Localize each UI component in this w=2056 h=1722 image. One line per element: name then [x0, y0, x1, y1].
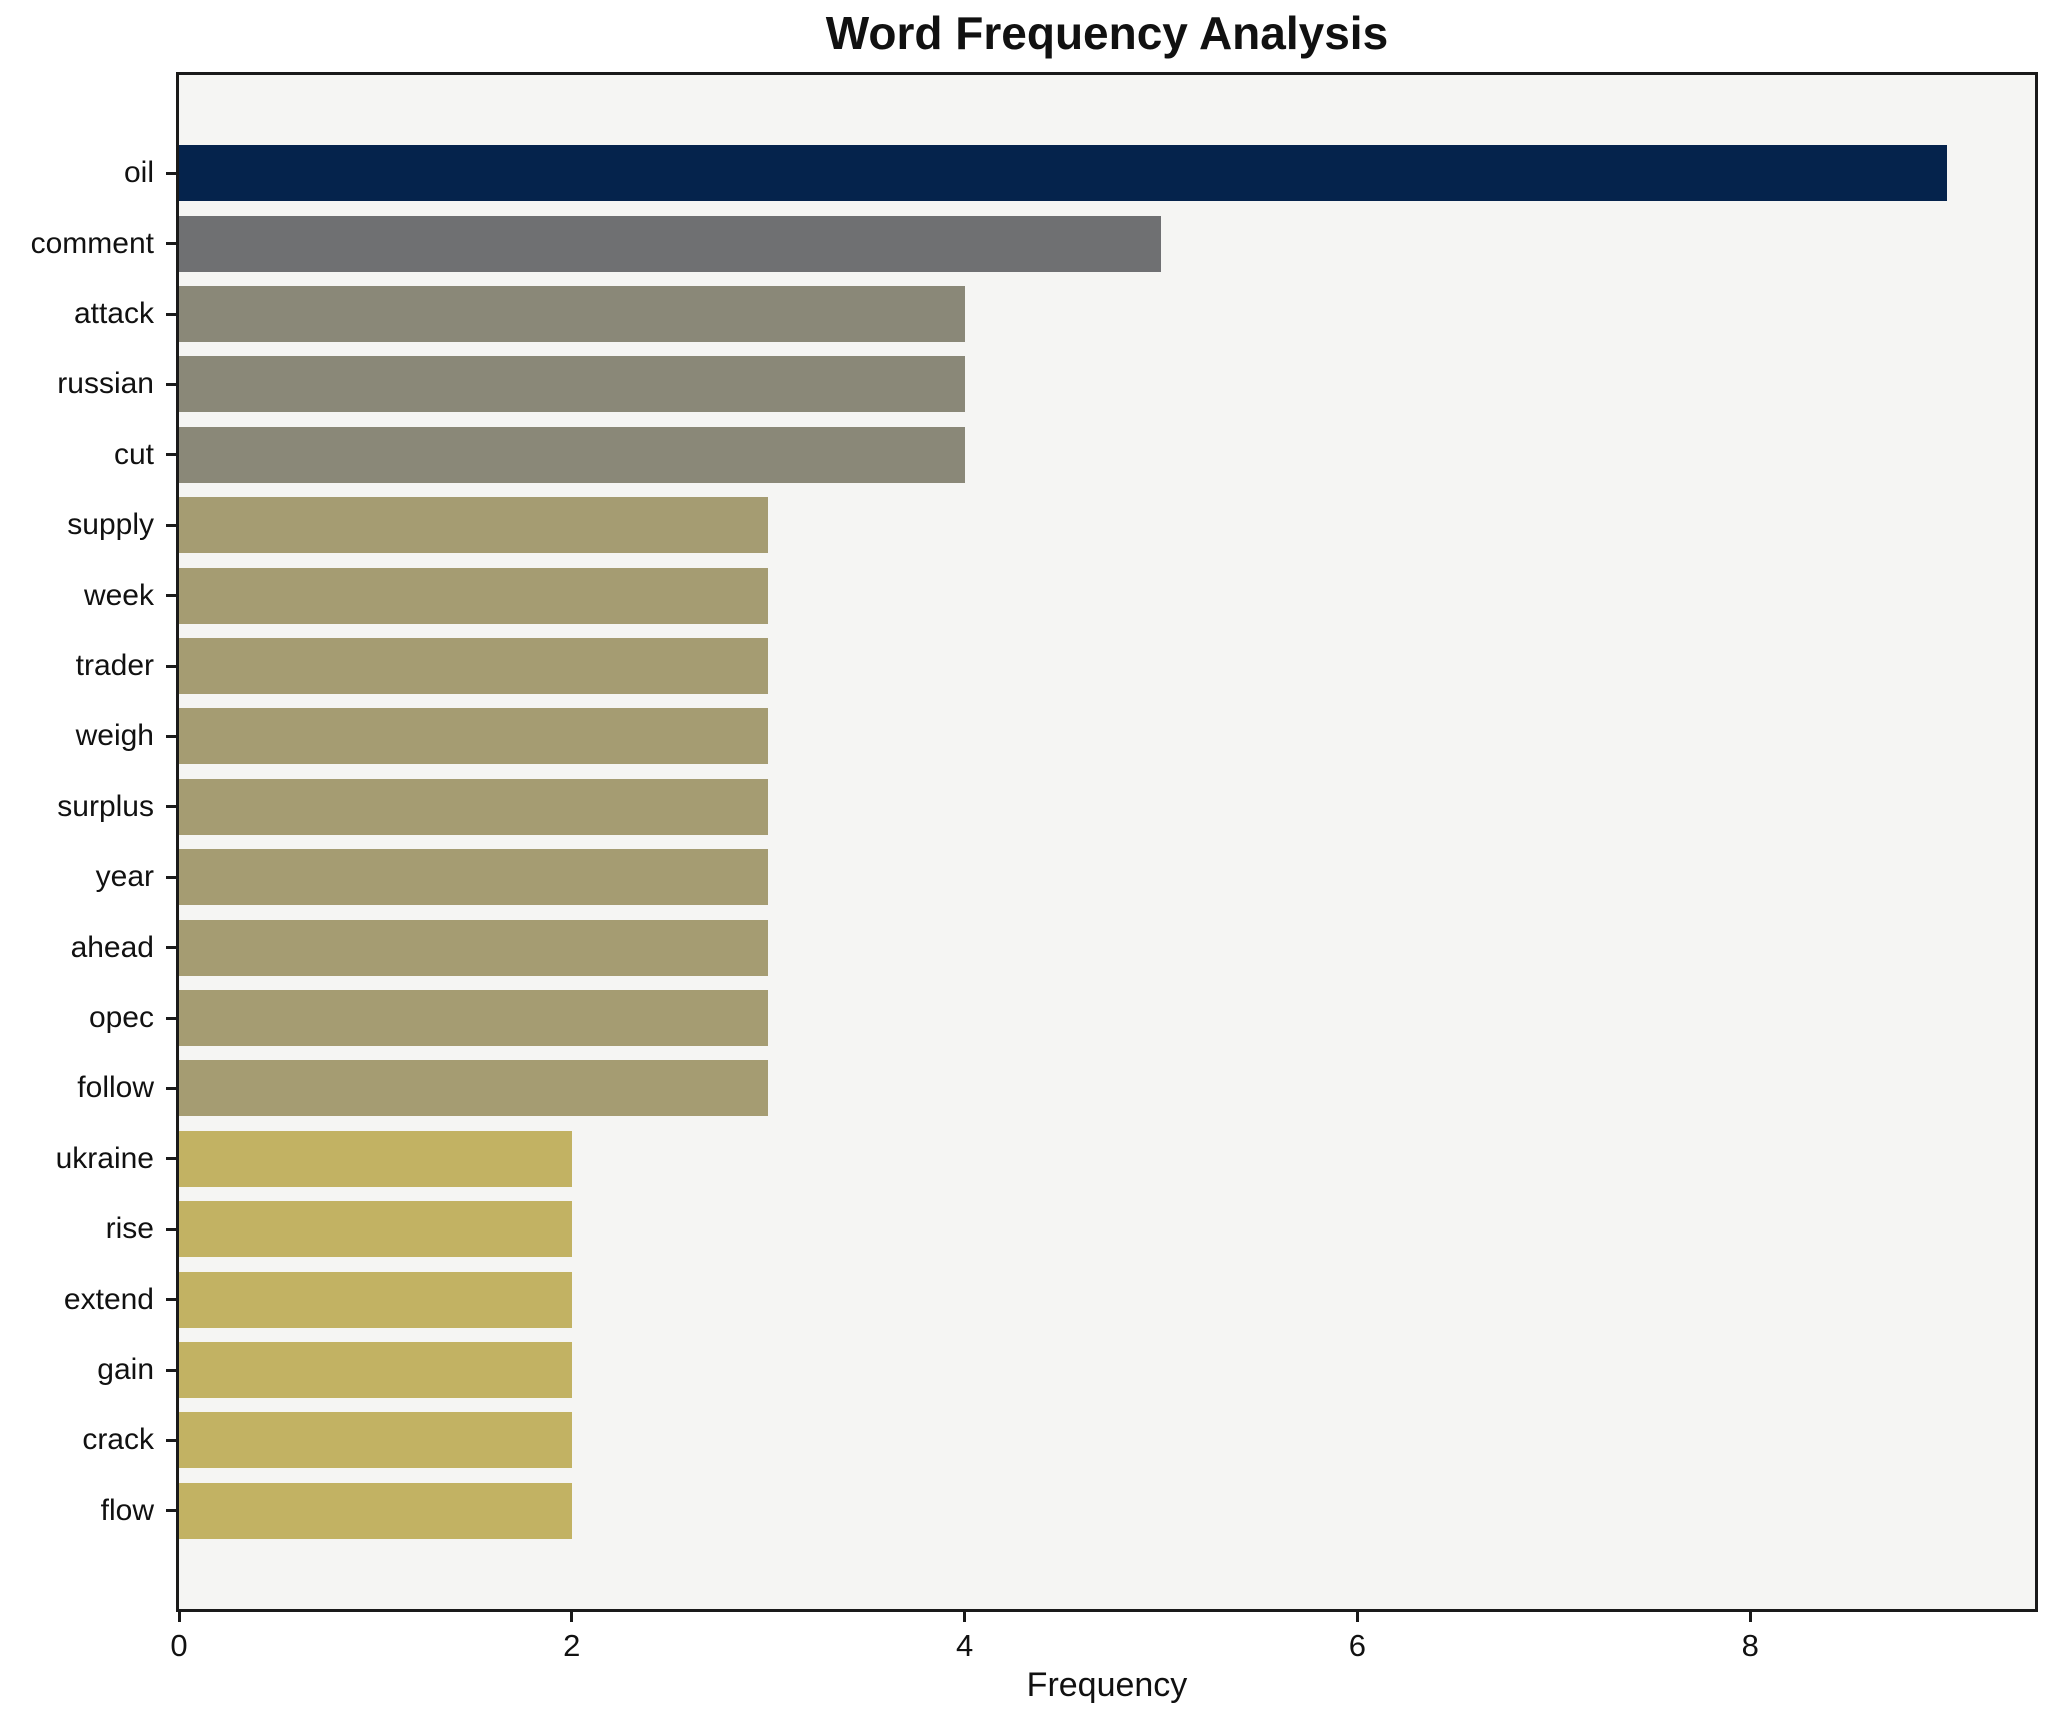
x-tick-label-0: 0	[170, 1628, 188, 1663]
y-tick-mark	[166, 1086, 176, 1090]
bar-rise	[179, 1201, 572, 1258]
y-tick-mark	[166, 171, 176, 175]
y-tick-label-follow: follow	[77, 1071, 154, 1105]
y-tick-label-ukraine: ukraine	[55, 1141, 154, 1175]
y-tick-mark	[166, 1298, 176, 1302]
y-tick-label-crack: crack	[82, 1423, 154, 1457]
y-tick-mark	[166, 242, 176, 246]
bar-follow	[179, 1060, 769, 1117]
y-tick-label-extend: extend	[63, 1282, 154, 1316]
bar-cut	[179, 426, 965, 483]
bar-russian	[179, 356, 965, 413]
chart-title: Word Frequency Analysis	[825, 7, 1389, 59]
y-tick-label-week: week	[83, 578, 154, 612]
y-tick-mark	[166, 664, 176, 668]
bar-week	[179, 567, 769, 624]
y-tick-mark	[166, 734, 176, 738]
x-tick-label-4: 4	[955, 1628, 974, 1663]
y-tick-label-russian: russian	[57, 367, 154, 401]
bar-ahead	[179, 919, 769, 976]
x-axis-label: Frequency	[1026, 1666, 1188, 1704]
y-tick-mark	[166, 594, 176, 598]
y-tick-label-flow: flow	[100, 1493, 154, 1527]
y-tick-mark	[166, 875, 176, 879]
bar-opec	[179, 990, 769, 1046]
x-tick-mark	[177, 1612, 181, 1622]
y-tick-label-weigh: weigh	[75, 719, 154, 753]
y-tick-label-surplus: surplus	[57, 789, 154, 823]
x-tick-mark	[1355, 1612, 1359, 1622]
bar-gain	[179, 1342, 572, 1398]
bar-trader	[179, 638, 769, 694]
y-tick-mark	[166, 1438, 176, 1442]
bar-supply	[179, 497, 769, 554]
y-tick-mark	[166, 1368, 176, 1372]
y-tick-label-year: year	[95, 860, 154, 894]
y-tick-label-opec: opec	[88, 1001, 154, 1034]
y-tick-mark	[166, 382, 176, 386]
bar-weigh	[179, 708, 769, 765]
y-tick-mark	[166, 453, 176, 457]
x-tick-label-6: 6	[1348, 1628, 1367, 1663]
y-tick-mark	[166, 523, 176, 527]
bar-flow	[179, 1482, 572, 1539]
x-tick-label-2: 2	[563, 1628, 581, 1663]
y-tick-label-comment: comment	[30, 226, 154, 260]
y-tick-label-attack: attack	[73, 297, 154, 330]
y-tick-mark	[166, 805, 176, 809]
bar-crack	[179, 1412, 572, 1469]
y-tick-mark	[166, 312, 176, 316]
y-tick-mark	[166, 1509, 176, 1513]
y-tick-label-trader: trader	[75, 649, 154, 682]
x-tick-mark	[570, 1612, 574, 1622]
bar-extend	[179, 1271, 572, 1328]
x-tick-mark	[1748, 1612, 1752, 1622]
y-tick-label-gain: gain	[97, 1353, 154, 1386]
bar-year	[179, 849, 769, 906]
y-tick-label-rise: rise	[105, 1212, 154, 1246]
plot-area	[176, 72, 2038, 1612]
y-tick-label-oil: oil	[123, 156, 154, 190]
bar-comment	[179, 215, 1161, 272]
bar-ukraine	[179, 1130, 572, 1187]
y-tick-label-cut: cut	[113, 437, 154, 471]
y-tick-label-supply: supply	[67, 508, 154, 542]
bar-oil	[179, 145, 1947, 202]
y-tick-mark	[166, 946, 176, 950]
bar-surplus	[179, 778, 769, 835]
y-tick-mark	[166, 1157, 176, 1161]
x-tick-label-8: 8	[1741, 1628, 1759, 1663]
y-tick-mark	[166, 1016, 176, 1020]
bar-attack	[179, 286, 965, 342]
y-tick-mark	[166, 1227, 176, 1231]
y-tick-label-ahead: ahead	[70, 930, 154, 964]
x-tick-mark	[963, 1612, 967, 1622]
